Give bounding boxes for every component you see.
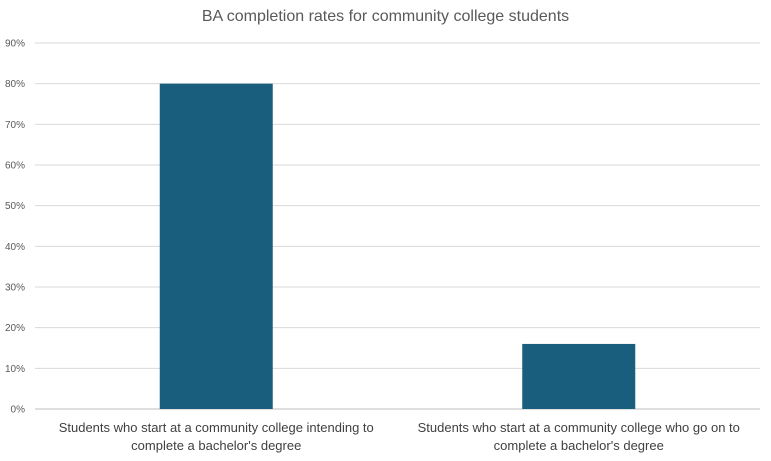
y-tick-label: 90% <box>5 39 25 50</box>
y-tick-label: 80% <box>5 79 25 90</box>
y-tick-label: 70% <box>5 120 25 131</box>
bar-1 <box>159 83 273 410</box>
y-tick-label: 60% <box>5 161 25 172</box>
y-tick-label: 0% <box>11 405 26 416</box>
bar-2 <box>522 343 636 409</box>
category-label-2: Students who start at a community colleg… <box>417 420 740 453</box>
chart-title: BA completion rates for community colleg… <box>201 8 570 25</box>
y-tick-label: 30% <box>5 283 25 294</box>
y-tick-label: 40% <box>5 242 25 253</box>
y-tick-label: 50% <box>5 201 25 212</box>
y-tick-label: 10% <box>5 364 25 375</box>
category-label-1: Students who start at a community colleg… <box>58 420 374 453</box>
y-tick-label: 20% <box>5 323 25 334</box>
